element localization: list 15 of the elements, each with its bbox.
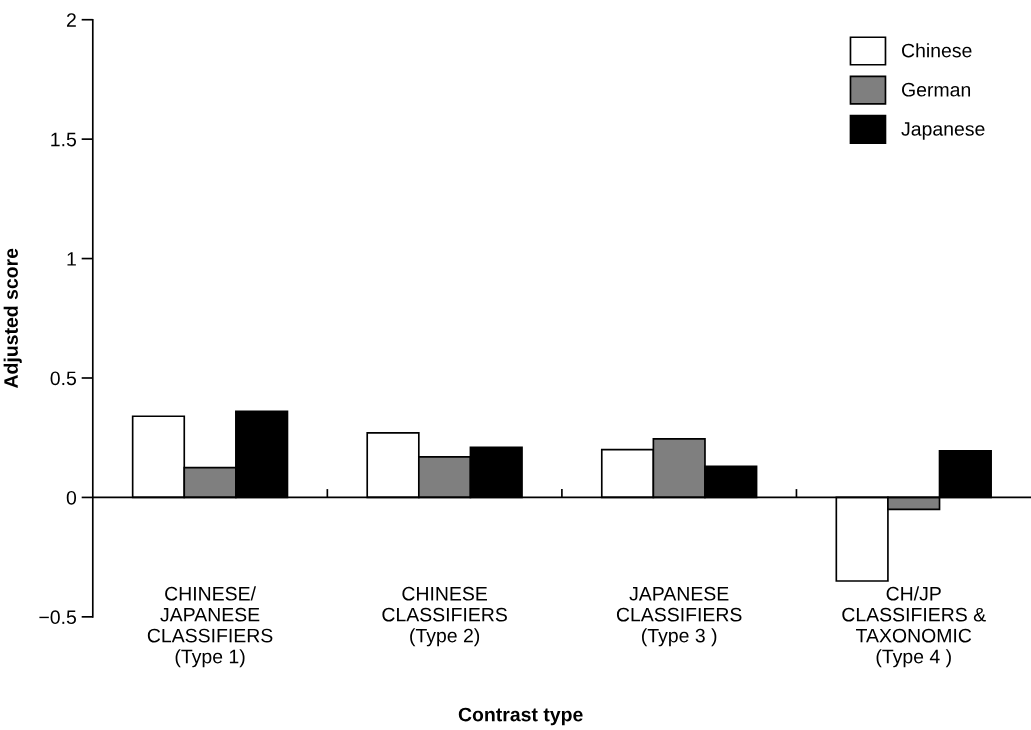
x-tick-label: CHINESE/ JAPANESE CLASSIFIERS (Type 1): [147, 586, 273, 668]
y-tick-label: 0.5: [50, 371, 77, 386]
x-axis-title: Contrast type: [458, 707, 583, 726]
y-tick-label: 2: [66, 13, 76, 27]
legend-label: German: [902, 82, 971, 97]
x-tick-label: JAPANESE CLASSIFIERS (Type 3 ): [616, 586, 742, 647]
legend-label: Chinese: [902, 43, 972, 58]
x-tick-label: CHINESE CLASSIFIERS (Type 2): [382, 586, 507, 647]
x-tick-label: CH/JP CLASSIFIERS & TAXONOMIC (Type 4 ): [842, 586, 986, 668]
legend-label: Japanese: [901, 122, 985, 140]
y-tick-label: 0: [66, 490, 77, 505]
y-axis-title: Adjusted score: [3, 248, 22, 389]
y-tick-label: −0.5: [39, 610, 76, 625]
y-tick-label: 1: [67, 252, 76, 266]
y-tick-label: 1.5: [51, 132, 77, 147]
